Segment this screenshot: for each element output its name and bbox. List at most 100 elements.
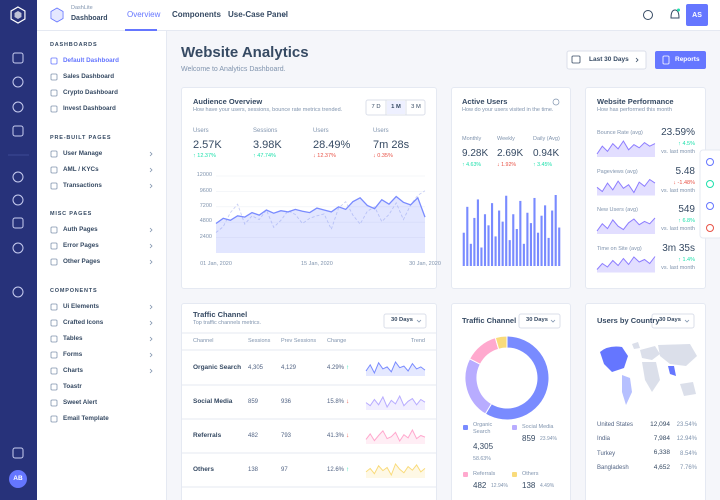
- nav-item[interactable]: Overview: [127, 10, 161, 19]
- menu-item[interactable]: Transactions: [63, 181, 102, 189]
- stat-value: 2.69K: [497, 148, 524, 159]
- stat-label: Users: [313, 128, 329, 134]
- rail-icon[interactable]: [12, 217, 24, 229]
- avatar[interactable]: [9, 470, 27, 488]
- bar: [473, 217, 476, 266]
- legend-name: Social Media: [522, 424, 554, 431]
- menu-item[interactable]: Crypto Dashboard: [63, 88, 118, 96]
- section-title: MISC PAGES: [50, 211, 93, 218]
- country-name: Turkey: [597, 450, 616, 457]
- menu-icon: [50, 89, 58, 97]
- menu-icon: [50, 105, 58, 113]
- rail-icon[interactable]: [12, 101, 24, 113]
- y-tick-label: 2400: [199, 233, 212, 240]
- range-button-label[interactable]: Last 30 Days: [589, 55, 629, 63]
- bar: [466, 206, 469, 266]
- stat-value: 28.49%: [313, 138, 351, 151]
- menu-item[interactable]: Ui Elements: [63, 302, 100, 310]
- chevron: [550, 319, 556, 323]
- nav-item[interactable]: Components: [172, 10, 221, 19]
- toolbar-icon[interactable]: [706, 202, 714, 210]
- country-share: 8.54%: [679, 450, 697, 457]
- bell-icon[interactable]: [670, 9, 680, 19]
- menu-item[interactable]: Charts: [63, 366, 83, 374]
- stat-change: ↑ 47.74%: [253, 153, 276, 160]
- range-option[interactable]: 3 M: [411, 103, 421, 110]
- user-initials[interactable]: AS: [692, 11, 702, 19]
- menu-item[interactable]: AML / KYCs: [63, 165, 99, 173]
- chat-icon[interactable]: [643, 10, 653, 20]
- metric-value: 549: [678, 204, 695, 215]
- legend-share: 23.94%: [540, 436, 557, 442]
- menu-item[interactable]: Error Pages: [63, 241, 99, 249]
- range-option[interactable]: 7 D: [371, 103, 381, 110]
- dropdown[interactable]: [651, 313, 695, 329]
- menu-icon: [50, 258, 58, 266]
- reports-button-label[interactable]: Reports: [675, 55, 700, 63]
- nav-item[interactable]: Use-Case Panel: [228, 10, 289, 19]
- change-arrow: ↑: [346, 363, 350, 371]
- rail-icon[interactable]: [12, 447, 24, 459]
- country-share: 12.94%: [676, 436, 697, 443]
- menu-item[interactable]: Other Pages: [63, 257, 101, 265]
- menu-item[interactable]: Sweet Alert: [63, 398, 98, 406]
- column-header: Prev Sessions: [281, 338, 317, 345]
- x-tick-label: 01 Jan, 2020: [200, 261, 232, 268]
- bar: [551, 210, 554, 266]
- legend-swatch: [512, 472, 517, 477]
- rail-icon[interactable]: [12, 171, 24, 183]
- legend-count: 482: [473, 481, 487, 490]
- card-title: Traffic Channel: [462, 316, 517, 326]
- toolbar-icon[interactable]: [706, 180, 714, 188]
- rail-icon[interactable]: [12, 194, 24, 206]
- rail-icon[interactable]: [12, 242, 24, 254]
- menu-item[interactable]: Auth Pages: [63, 225, 98, 233]
- bar: [540, 215, 543, 266]
- country-users: 12,094: [650, 420, 670, 428]
- menu-item[interactable]: Invest Dashboard: [63, 104, 116, 112]
- menu-item[interactable]: Sales Dashboard: [63, 72, 115, 80]
- range-option[interactable]: 1 M: [391, 103, 401, 110]
- legend-count: 4,305: [473, 442, 494, 451]
- rail-icon[interactable]: [12, 76, 24, 88]
- x-tick-label: 30 Jan, 2020: [409, 261, 441, 268]
- reports-button[interactable]: [655, 51, 706, 69]
- dropdown-label[interactable]: 30 Days: [391, 317, 413, 324]
- metric-label: New Users (avg): [597, 207, 638, 214]
- menu-item[interactable]: Default Dashboard: [63, 56, 119, 64]
- dropdown[interactable]: [518, 313, 561, 329]
- countries-card: [585, 303, 706, 500]
- map-region: [632, 342, 640, 349]
- chevron: [149, 368, 153, 374]
- y-tick-label: 7200: [199, 203, 212, 210]
- menu-item[interactable]: Tables: [63, 334, 83, 342]
- toolbar-icon[interactable]: [706, 224, 714, 232]
- rail-icon[interactable]: [12, 52, 24, 64]
- legend-count: 859: [522, 434, 536, 443]
- user-avatar[interactable]: [686, 4, 708, 26]
- menu-item[interactable]: Toastr: [63, 382, 82, 390]
- change-arrow: ↑: [346, 465, 350, 473]
- dropdown[interactable]: [383, 313, 427, 329]
- country-share: 7.76%: [679, 464, 697, 471]
- menu-item[interactable]: User Manage: [63, 149, 103, 157]
- map-region: [680, 382, 696, 396]
- rail-icon[interactable]: [12, 286, 24, 298]
- metric-label: Bounce Rate (avg): [597, 130, 643, 137]
- column-header: Sessions: [248, 338, 271, 345]
- card-subtitle: How have your users, sessions, bounce ra…: [193, 107, 343, 114]
- menu-item[interactable]: Crafted Icons: [63, 318, 104, 326]
- menu-item[interactable]: Forms: [63, 350, 83, 358]
- dropdown-label[interactable]: 30 Days: [526, 317, 548, 324]
- rail-icon[interactable]: [12, 125, 24, 137]
- dropdown-label[interactable]: 30 Days: [659, 317, 681, 324]
- stat-change: ↑ 4.63%: [462, 162, 482, 169]
- toolbar-icon[interactable]: [706, 158, 714, 166]
- sparkline-area: [366, 362, 425, 376]
- range-button[interactable]: [566, 50, 647, 70]
- channel-name: Others: [193, 465, 214, 473]
- donut-segment: [494, 335, 508, 350]
- avatar-initials[interactable]: AB: [13, 474, 23, 482]
- menu-item[interactable]: Email Template: [63, 414, 109, 422]
